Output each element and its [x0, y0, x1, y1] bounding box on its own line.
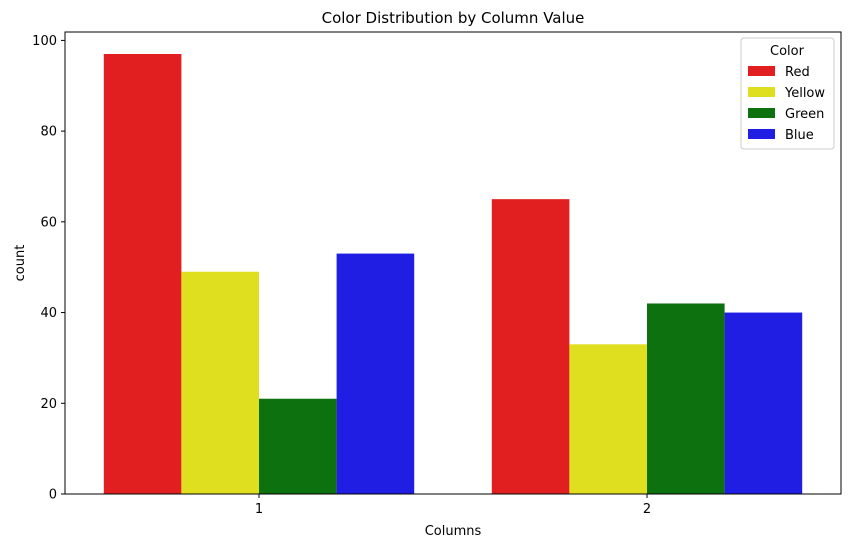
legend-title: Color — [770, 44, 805, 59]
x-axis-label: Columns — [425, 524, 482, 539]
legend-label-yellow: Yellow — [784, 86, 825, 101]
x-tick-label: 2 — [643, 502, 651, 517]
bar-yellow-2 — [569, 344, 647, 494]
chart-title: Color Distribution by Column Value — [322, 9, 585, 27]
legend-label-blue: Blue — [785, 128, 814, 143]
legend-label-green: Green — [785, 107, 824, 122]
x-tick-label: 1 — [255, 502, 263, 517]
legend-swatch-green — [748, 108, 775, 118]
bar-yellow-1 — [181, 271, 259, 494]
bar-green-2 — [647, 303, 725, 494]
bar-blue-1 — [336, 253, 415, 494]
legend-frame — [740, 37, 835, 150]
legend-swatch-yellow — [748, 87, 775, 97]
y-tick-label: 80 — [40, 125, 57, 140]
bar-green-1 — [259, 398, 337, 494]
y-tick-label: 60 — [40, 215, 57, 230]
y-tick-label: 20 — [40, 397, 57, 412]
y-tick-label: 40 — [40, 306, 57, 321]
legend-swatch-blue — [748, 129, 775, 139]
legend-swatch-red — [748, 66, 775, 76]
y-tick-label: 100 — [32, 34, 57, 49]
y-axis-label: count — [13, 245, 28, 282]
legend-label-red: Red — [785, 65, 810, 80]
bar-red-1 — [103, 54, 182, 494]
y-axis: 0 20 40 60 80 100 — [32, 34, 65, 503]
legend-items: Red Yellow Green Blue — [748, 65, 825, 143]
y-tick-label: 0 — [49, 488, 57, 503]
bar-blue-2 — [724, 312, 803, 494]
plot-frame — [64, 31, 842, 495]
legend: Color Red Yellow Green Blue — [740, 37, 835, 150]
bars-layer — [103, 54, 803, 494]
bar-red-2 — [491, 199, 570, 494]
